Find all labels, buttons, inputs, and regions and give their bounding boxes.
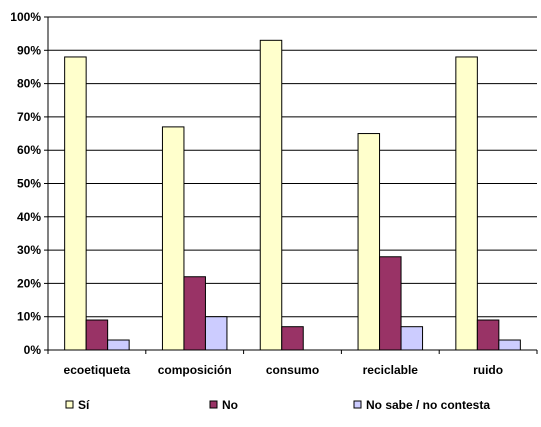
bars [64, 39, 521, 351]
bar [85, 319, 109, 351]
bar [204, 316, 228, 351]
legend-label: No sabe / no contesta [366, 398, 490, 412]
legend-swatch [65, 400, 74, 409]
x-tick-label: composición [158, 363, 232, 377]
y-tick-label: 60% [17, 143, 41, 157]
y-axis-ticks: 0% 10% 20% 30% 40% 50% 60% 70% 80% 90% 100% [10, 10, 48, 357]
y-tick-label: 20% [17, 276, 41, 290]
bar [161, 126, 185, 351]
x-tick-label: ruido [473, 363, 503, 377]
y-tick-label: 70% [17, 110, 41, 124]
y-tick-label: 80% [17, 77, 41, 91]
legend-label: Sí [78, 398, 90, 412]
bar [259, 39, 283, 351]
y-tick-label: 30% [17, 243, 41, 257]
legend-swatch [209, 400, 218, 409]
bar [379, 256, 402, 351]
y-tick-label: 10% [17, 310, 41, 324]
axes [47, 17, 538, 354]
legend-swatch [353, 400, 362, 409]
bar [281, 326, 304, 351]
bar [64, 56, 87, 351]
bar [400, 326, 424, 351]
bar [455, 56, 478, 351]
bar [498, 339, 521, 351]
bar [476, 319, 500, 351]
x-tick-label: reciclable [363, 363, 419, 377]
bar [183, 276, 206, 351]
x-axis-labels: ecoetiqueta composición consumo reciclable r… [64, 363, 504, 377]
y-tick-label: 90% [17, 43, 41, 57]
y-tick-label: 100% [10, 10, 41, 24]
y-tick-label: 0% [24, 343, 42, 357]
x-tick-label: ecoetiqueta [64, 363, 131, 377]
legend-label: No [222, 398, 238, 412]
gridlines [48, 16, 537, 318]
legend: Sí No No sabe / no contesta [65, 398, 490, 412]
x-tick-label: consumo [266, 363, 319, 377]
bar [107, 339, 130, 351]
bar [357, 133, 381, 351]
y-tick-label: 50% [17, 177, 41, 191]
y-tick-label: 40% [17, 210, 41, 224]
